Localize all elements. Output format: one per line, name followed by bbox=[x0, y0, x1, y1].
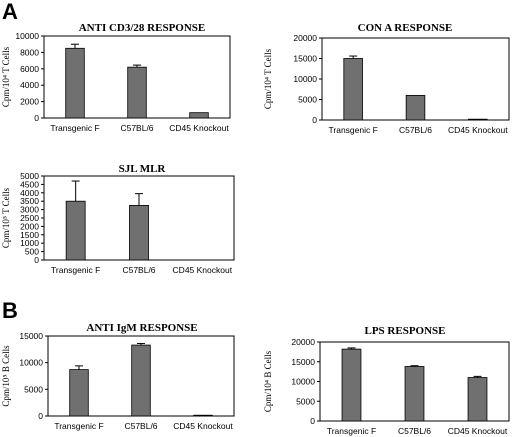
y-tick-label: 4000 bbox=[20, 188, 39, 198]
chart-sjl-mlr: 0500100015002000250030003500400045005000… bbox=[1, 171, 235, 275]
chart-title-con-a: CON A RESPONSE bbox=[357, 22, 453, 34]
y-tick-label: 10000 bbox=[15, 31, 39, 41]
x-category-label: CD45 Knockout bbox=[173, 265, 233, 275]
y-tick-label: 8000 bbox=[20, 47, 39, 57]
bar bbox=[127, 66, 147, 119]
bar bbox=[341, 348, 362, 422]
y-tick-label: 5000 bbox=[298, 95, 317, 105]
y-tick-label: 10000 bbox=[293, 74, 317, 84]
y-tick-label: 0 bbox=[34, 113, 39, 123]
bar bbox=[467, 377, 488, 422]
x-category-label: Transgenic F bbox=[50, 123, 99, 133]
y-tick-label: 2500 bbox=[20, 213, 39, 223]
y-tick-label: 5000 bbox=[24, 384, 43, 394]
y-tick-label: 1000 bbox=[20, 238, 39, 248]
chart-anti-igm: 0 5000 10000 15000 Cpm/10⁵ B Cells Transgenic… bbox=[1, 331, 235, 431]
x-category-label: C57BL/6 bbox=[122, 265, 155, 275]
chart-title-anti-igm: ANTI IgM RESPONSE bbox=[86, 322, 198, 334]
y-tick-label: 3500 bbox=[20, 196, 39, 206]
y-tick-label: 5000 bbox=[20, 171, 39, 181]
bar bbox=[129, 205, 149, 261]
bar bbox=[65, 47, 85, 119]
bar bbox=[404, 366, 425, 422]
y-tick-label: 1500 bbox=[20, 230, 39, 240]
x-category-label: C57BL/6 bbox=[120, 123, 153, 133]
bar bbox=[405, 95, 426, 121]
bar bbox=[69, 369, 89, 417]
y-tick-label: 4000 bbox=[20, 80, 39, 90]
bar bbox=[343, 58, 363, 121]
bar bbox=[65, 200, 86, 261]
panel-label-a: A bbox=[2, 0, 18, 24]
chart-con-a: 0 5000 10000 15000 20000 Cpm/10⁴ T Cells Trans… bbox=[263, 33, 510, 135]
y-tick-label: 0 bbox=[38, 411, 43, 421]
y-tick-label: 20000 bbox=[293, 33, 317, 43]
y-tick-label: 0 bbox=[34, 255, 39, 265]
x-category-label: Transgenic F bbox=[329, 125, 378, 135]
x-category-label: CD45 Knockout bbox=[448, 125, 508, 135]
chart-title-anti-cd3-28: ANTI CD3/28 RESPONSE bbox=[78, 22, 206, 34]
x-category-label: Transgenic F bbox=[51, 265, 100, 275]
y-tick-label: 2000 bbox=[20, 221, 39, 231]
bar bbox=[131, 344, 151, 417]
chart-lps: 0 5000 10000 15000 20000 Cpm/10⁴ B Cells Trans… bbox=[263, 337, 510, 436]
y-tick-label: 500 bbox=[25, 247, 39, 257]
y-tick-label: 15000 bbox=[19, 331, 43, 341]
y-axis-label: Cpm/10⁵ T Cells bbox=[1, 187, 11, 248]
bar bbox=[468, 118, 488, 121]
x-category-label: Transgenic F bbox=[327, 426, 376, 436]
y-tick-label: 15000 bbox=[291, 357, 315, 367]
x-category-label: CD45 Knockout bbox=[169, 123, 229, 133]
y-tick-label: 3000 bbox=[20, 205, 39, 215]
bar bbox=[193, 414, 213, 417]
y-tick-label: 15000 bbox=[293, 54, 317, 64]
x-category-label: C57BL/6 bbox=[398, 426, 431, 436]
y-tick-label: 10000 bbox=[291, 377, 315, 387]
y-tick-label: 0 bbox=[310, 416, 315, 426]
y-tick-label: 6000 bbox=[20, 64, 39, 74]
y-tick-label: 10000 bbox=[19, 358, 43, 368]
y-axis-label: Cpm/10⁴ T Cells bbox=[263, 48, 273, 109]
y-axis-label: Cpm/10⁵ B Cells bbox=[1, 345, 11, 407]
chart-title-sjl-mlr: SJL MLR bbox=[118, 163, 166, 175]
panel-label-b: B bbox=[2, 298, 18, 323]
y-axis-label: Cpm/10⁴ T Cells bbox=[1, 46, 11, 107]
y-tick-label: 2000 bbox=[20, 97, 39, 107]
y-tick-label: 5000 bbox=[296, 396, 315, 406]
x-category-label: CD45 Knockout bbox=[448, 426, 508, 436]
y-tick-label: 0 bbox=[312, 115, 317, 125]
y-tick-label: 4500 bbox=[20, 179, 39, 189]
x-category-label: C57BL/6 bbox=[399, 125, 432, 135]
bar bbox=[189, 112, 209, 119]
chart-anti-cd3-28: 0 2000 4000 6000 8000 10000 Cpm/10⁴ T Cells Tra… bbox=[1, 31, 231, 133]
x-category-label: C57BL/6 bbox=[124, 421, 157, 431]
y-axis-label: Cpm/10⁴ B Cells bbox=[263, 350, 273, 412]
y-tick-label: 20000 bbox=[291, 337, 315, 347]
x-category-label: CD45 Knockout bbox=[173, 421, 233, 431]
x-category-label: Transgenic F bbox=[54, 421, 103, 431]
chart-title-lps: LPS RESPONSE bbox=[364, 325, 446, 337]
